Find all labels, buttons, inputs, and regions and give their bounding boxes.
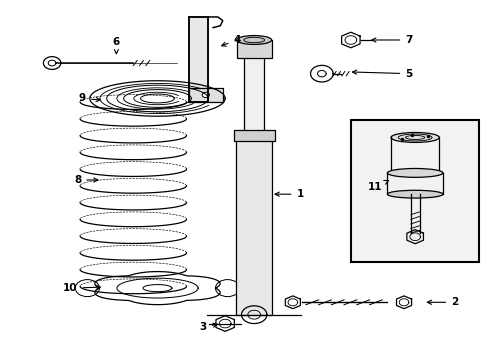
Bar: [236, 138, 272, 315]
Text: 7: 7: [371, 35, 412, 45]
Text: 11: 11: [367, 180, 387, 192]
Text: 4: 4: [221, 35, 241, 46]
Bar: [236, 40, 271, 58]
Bar: [244, 45, 264, 145]
Text: 8: 8: [74, 175, 98, 185]
Ellipse shape: [386, 168, 442, 177]
Text: 9: 9: [79, 94, 100, 103]
Ellipse shape: [202, 92, 209, 98]
Ellipse shape: [75, 280, 99, 297]
Bar: [233, 130, 274, 141]
Text: 2: 2: [427, 297, 457, 307]
Polygon shape: [188, 17, 208, 102]
Text: 6: 6: [113, 37, 120, 54]
Text: 10: 10: [63, 283, 100, 293]
Text: 5: 5: [352, 69, 412, 79]
Polygon shape: [188, 88, 223, 102]
Text: 1: 1: [275, 189, 303, 199]
Text: 3: 3: [200, 322, 217, 332]
Ellipse shape: [236, 36, 271, 44]
Ellipse shape: [386, 190, 442, 198]
Ellipse shape: [390, 132, 438, 143]
Bar: [350, 120, 478, 261]
Ellipse shape: [215, 280, 239, 297]
